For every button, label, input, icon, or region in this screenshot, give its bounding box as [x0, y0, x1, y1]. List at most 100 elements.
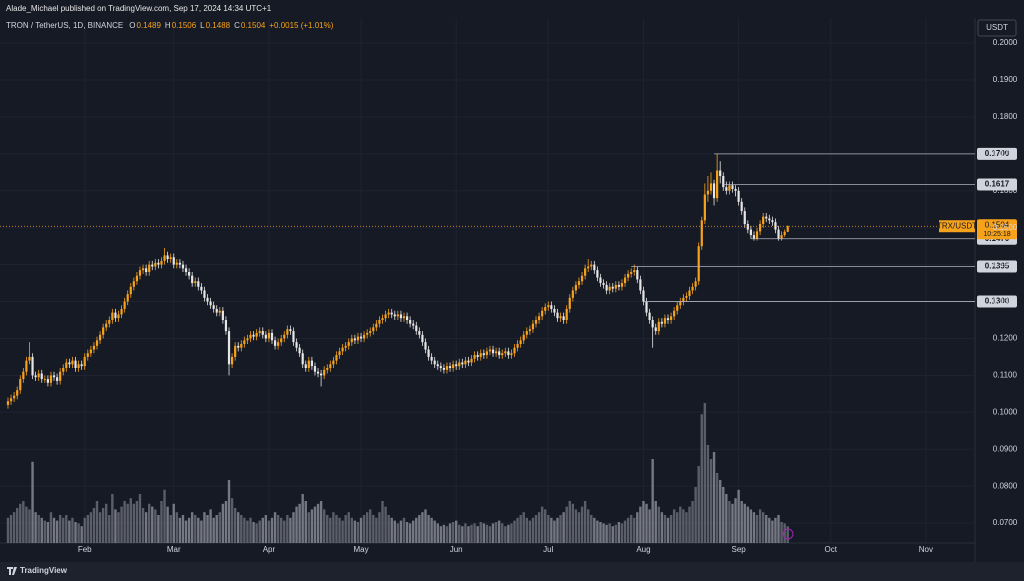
volume-bar — [387, 515, 390, 543]
candle-body — [129, 286, 132, 295]
candle-body — [676, 305, 679, 311]
volume-bar — [669, 515, 673, 543]
volume-bar — [37, 515, 40, 543]
candle-body — [755, 231, 759, 239]
volume-bar — [181, 515, 185, 543]
volume-bar — [703, 403, 707, 543]
candle-body — [709, 183, 713, 191]
level-label-box — [977, 147, 1017, 160]
volume-bar — [507, 524, 510, 543]
volume-bar — [80, 526, 83, 543]
volume-bar — [408, 523, 412, 543]
volume-bar — [583, 501, 587, 543]
volume-bar — [378, 512, 381, 543]
x-tick-label: Nov — [919, 545, 933, 554]
volume-bar — [657, 506, 661, 543]
candle-body — [740, 201, 743, 212]
volume-bar — [372, 515, 375, 543]
volume-bar — [384, 506, 387, 543]
symbol: TRON / TetherUS, 1D, BINANCE — [6, 21, 123, 30]
volume-bar — [467, 526, 470, 543]
candle-body — [504, 351, 507, 354]
volume-bar — [178, 517, 182, 543]
candle-body — [22, 371, 25, 380]
volume-bar — [679, 506, 682, 543]
volume-bar — [749, 509, 753, 543]
candle-body — [405, 316, 409, 321]
candle-body — [215, 308, 218, 313]
candle-body — [200, 286, 203, 291]
volume-bar — [224, 501, 228, 543]
volume-bar — [728, 501, 731, 543]
volume-bar — [144, 512, 148, 543]
volume-bar — [522, 512, 525, 543]
candle-body — [160, 260, 163, 265]
level-label-box — [977, 260, 1017, 273]
candle-body — [485, 351, 488, 356]
volume-bar — [381, 501, 384, 543]
candle-body — [316, 371, 320, 374]
volume-bar — [660, 512, 664, 543]
volume-bar — [9, 515, 13, 543]
volume-bar — [187, 517, 191, 543]
candle-body — [273, 340, 277, 346]
volume-bar — [197, 517, 200, 543]
volume-bar — [304, 501, 307, 543]
candle-body — [574, 284, 578, 291]
candle-body — [688, 290, 691, 297]
candle-body — [648, 312, 651, 321]
volume-bar — [206, 515, 209, 543]
candle-body — [562, 316, 565, 321]
candle-body — [92, 345, 96, 350]
candle-body — [111, 312, 114, 321]
candle-body — [409, 320, 412, 324]
event-icon[interactable] — [782, 528, 794, 540]
volume-bar — [55, 520, 59, 543]
volume-bar — [190, 512, 194, 543]
last-price-label: 0.1504 — [985, 220, 1010, 229]
volume-bar — [737, 489, 740, 543]
candle-body — [218, 310, 221, 313]
candle-body — [534, 320, 538, 324]
candle-body — [762, 216, 765, 225]
volume-bar — [261, 517, 264, 543]
candle-body — [77, 364, 80, 368]
symbol-tag-box — [939, 220, 975, 233]
volume-bar — [731, 503, 734, 543]
symbol-tag: TRX/USDT — [937, 221, 977, 230]
candle-body — [353, 338, 356, 341]
volume-bar — [473, 523, 476, 543]
volume-bar — [412, 520, 415, 543]
candle-body — [697, 246, 700, 282]
volume-bar — [12, 512, 16, 543]
volume-bar — [510, 523, 513, 543]
candle-body — [347, 342, 350, 346]
volume-bar — [758, 509, 762, 543]
level-label: 0.1617 — [985, 180, 1010, 189]
candle-body — [728, 185, 731, 191]
x-tick-label: Jun — [450, 545, 463, 554]
volume-bar — [645, 503, 648, 543]
volume-bar — [71, 517, 74, 543]
volume-bar — [154, 509, 157, 543]
candle-body — [289, 329, 292, 332]
candle-body — [120, 308, 123, 315]
candle-body — [568, 297, 571, 309]
currency-label[interactable]: USDT — [986, 23, 1008, 32]
candle-body — [197, 281, 200, 287]
volume-bar — [6, 517, 10, 543]
volume-bar — [424, 509, 427, 543]
candle-body — [240, 344, 243, 348]
volume-bar — [184, 520, 188, 543]
candle-body — [737, 190, 740, 202]
candle-body — [19, 379, 22, 391]
candle-body — [654, 327, 657, 332]
candle-body — [221, 310, 224, 321]
volume-bar — [722, 487, 725, 543]
currency-button[interactable] — [977, 19, 1017, 37]
candle-body — [323, 369, 326, 376]
volume-bar — [577, 512, 581, 543]
x-tick-label: Feb — [78, 545, 92, 554]
volume-bar — [319, 501, 323, 543]
volume-bar — [476, 526, 479, 543]
